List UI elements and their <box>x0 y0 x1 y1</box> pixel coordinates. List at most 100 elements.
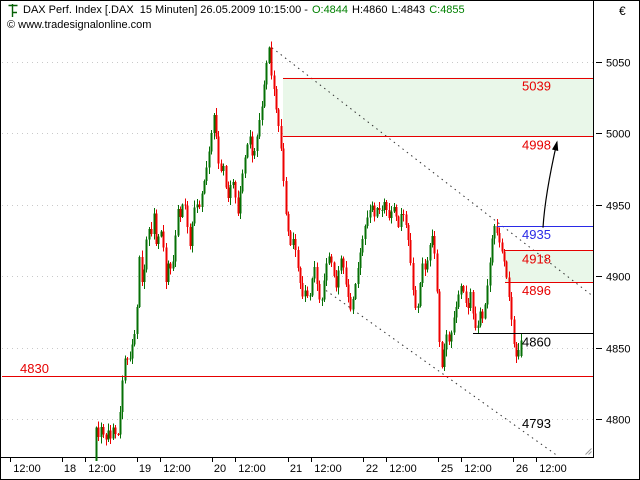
candle-body <box>342 258 345 268</box>
x-axis-label: 12:00 <box>163 463 191 475</box>
candle-body <box>402 214 405 216</box>
candle-body <box>169 263 172 269</box>
candle-body <box>148 228 151 240</box>
candle-body <box>345 267 348 285</box>
candle-body <box>193 207 196 224</box>
candle-body <box>100 427 103 437</box>
candle-body <box>304 290 307 297</box>
candle-body <box>347 284 350 297</box>
x-axis-label: 12:00 <box>13 463 41 475</box>
candle-body <box>438 291 441 343</box>
price-level-label: 4830 <box>20 361 49 376</box>
candle-body <box>196 204 199 208</box>
candle-body <box>419 282 422 307</box>
candle-body <box>186 205 189 227</box>
candle-body <box>277 109 280 126</box>
candle-body <box>191 223 194 247</box>
candle-body <box>289 231 292 246</box>
candle-body <box>323 280 326 300</box>
candle-body <box>318 284 321 300</box>
candle-body <box>150 228 153 234</box>
currency-label: € <box>619 4 626 18</box>
candle-body <box>431 236 434 245</box>
candle-body <box>280 125 283 149</box>
candle-body <box>311 278 314 296</box>
candle-body <box>162 231 165 248</box>
candle-body <box>333 262 336 277</box>
candle-body <box>515 344 518 357</box>
candle-body <box>508 277 511 297</box>
candle-body <box>409 240 412 263</box>
candle-body <box>517 349 520 357</box>
candle-body <box>145 239 148 270</box>
candle-body <box>253 151 256 156</box>
candle-body <box>371 205 374 211</box>
candle-body <box>205 167 208 181</box>
x-axis-label: 22 <box>366 463 378 475</box>
candle-body <box>263 84 266 107</box>
candle-body <box>421 263 424 283</box>
x-axis-label: 12:00 <box>464 463 492 475</box>
candle-body <box>429 244 432 261</box>
candle-body <box>479 311 482 326</box>
candle-body <box>141 256 144 282</box>
candle-body <box>112 427 115 439</box>
y-axis-label: 5000 <box>606 129 630 141</box>
candle-body <box>414 289 417 309</box>
candle-body <box>426 260 429 270</box>
candle-body <box>157 236 160 245</box>
candle-body <box>181 204 184 218</box>
price-level-label: 4998 <box>522 137 551 152</box>
candle-body <box>388 209 391 218</box>
candle-body <box>474 313 477 328</box>
candle-body <box>265 62 268 85</box>
candle-body <box>268 47 271 63</box>
candle-body <box>359 252 362 269</box>
candle-body <box>448 334 451 342</box>
candle-body <box>328 256 331 264</box>
candle-body <box>513 319 516 345</box>
candle-body <box>107 430 110 440</box>
candle-body <box>357 268 360 285</box>
candle-body <box>376 208 379 217</box>
candle-body <box>412 262 415 290</box>
candle-body <box>366 217 369 227</box>
candle-body <box>251 136 254 156</box>
candle-body <box>330 256 333 263</box>
y-axis-label: 5050 <box>606 58 630 70</box>
candle-body <box>184 204 187 206</box>
candle-body <box>469 291 472 308</box>
quote-open: O:4844 <box>311 4 349 16</box>
candle-body <box>261 106 264 120</box>
candle-body <box>232 182 235 186</box>
candle-body <box>136 307 139 335</box>
candle-body <box>198 204 201 208</box>
candle-body <box>234 182 237 198</box>
candle-body <box>237 197 240 214</box>
x-axis-label: 12:00 <box>88 463 116 475</box>
candle-body <box>321 299 324 301</box>
x-axis-label: 12:00 <box>539 463 567 475</box>
candle-body <box>364 226 367 239</box>
candle-body <box>227 187 230 198</box>
candle-body <box>102 427 105 435</box>
candle-body <box>215 114 218 137</box>
candle-body <box>498 233 501 243</box>
candle-body <box>117 433 120 435</box>
chart-title: DAX Perf. Index [.DAX 15 Minuten] 26.05.… <box>23 4 308 16</box>
x-axis-label: 21 <box>290 463 302 475</box>
candle-body <box>340 258 343 271</box>
x-axis-label: 20 <box>214 463 226 475</box>
x-axis-label: 12:00 <box>314 463 342 475</box>
candle-body <box>105 434 108 440</box>
target-arrow-head <box>551 140 559 151</box>
resize-grip[interactable] <box>585 448 592 455</box>
candle-body <box>400 214 403 227</box>
y-axis-label: 4900 <box>606 272 630 284</box>
price-level-label: 4918 <box>522 251 551 266</box>
candle-body <box>273 75 276 90</box>
candle-body <box>489 262 492 286</box>
candle-body <box>131 344 134 359</box>
